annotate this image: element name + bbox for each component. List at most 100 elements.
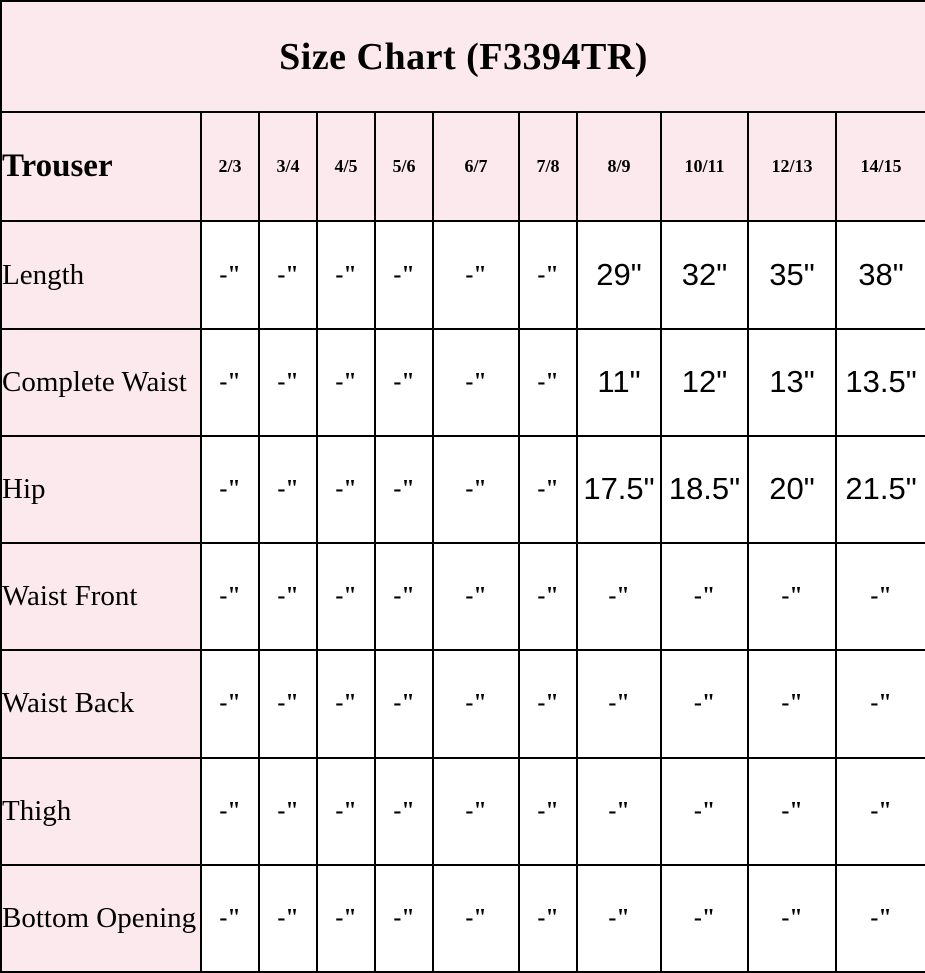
size-cell: -" <box>316 542 376 652</box>
size-cell: 17.5" <box>576 434 662 545</box>
size-cell: -" <box>258 542 318 652</box>
size-cell: -" <box>374 220 434 330</box>
size-cell: -" <box>258 863 318 973</box>
size-cell: -" <box>200 756 260 866</box>
size-cell: -" <box>660 863 749 973</box>
size-cell: -" <box>576 756 662 866</box>
row-label-length: Length <box>0 220 202 330</box>
size-cell: -" <box>432 220 520 330</box>
header-size-4-5: 4/5 <box>316 111 376 223</box>
header-size-2-3: 2/3 <box>200 111 260 223</box>
size-cell: -" <box>200 327 260 437</box>
size-cell: -" <box>834 756 925 866</box>
header-trouser: Trouser <box>0 111 202 223</box>
size-cell: -" <box>432 434 520 545</box>
size-cell: 13.5" <box>834 327 925 437</box>
size-cell: -" <box>316 220 376 330</box>
table-row-complete-waist: Complete Waist -" -" -" -" -" -" 11" 12"… <box>0 327 925 437</box>
size-cell: -" <box>432 649 520 759</box>
size-cell: -" <box>200 863 260 973</box>
table-row-hip: Hip -" -" -" -" -" -" 17.5" 18.5" 20" 21… <box>0 434 925 545</box>
size-cell: -" <box>432 327 520 437</box>
size-cell: -" <box>834 542 925 652</box>
size-cell: -" <box>834 863 925 973</box>
size-cell: -" <box>200 542 260 652</box>
size-cell: -" <box>518 327 578 437</box>
size-cell: 38" <box>834 220 925 330</box>
table-row-bottom-opening: Bottom Opening -" -" -" -" -" -" -" -" -… <box>0 863 925 973</box>
size-cell: 32" <box>660 220 749 330</box>
header-size-10-11: 10/11 <box>660 111 749 223</box>
table-row-waist-back: Waist Back -" -" -" -" -" -" -" -" -" -" <box>0 649 925 759</box>
page-title: Size Chart (F3394TR) <box>0 0 925 114</box>
title-row: Size Chart (F3394TR) <box>0 0 925 114</box>
size-cell: -" <box>200 434 260 545</box>
header-size-12-13: 12/13 <box>747 111 837 223</box>
size-cell: 18.5" <box>660 434 749 545</box>
size-cell: -" <box>660 649 749 759</box>
size-cell: -" <box>200 220 260 330</box>
size-cell: 13" <box>747 327 837 437</box>
size-cell: -" <box>374 649 434 759</box>
size-cell: 12" <box>660 327 749 437</box>
size-cell: -" <box>316 863 376 973</box>
table-row-thigh: Thigh -" -" -" -" -" -" -" -" -" -" <box>0 756 925 866</box>
size-cell: -" <box>518 756 578 866</box>
size-cell: -" <box>576 649 662 759</box>
size-cell: -" <box>258 649 318 759</box>
size-cell: -" <box>432 756 520 866</box>
table-row-length: Length -" -" -" -" -" -" 29" 32" 35" 38" <box>0 220 925 330</box>
size-cell: -" <box>258 220 318 330</box>
size-cell: -" <box>660 542 749 652</box>
size-cell: -" <box>374 434 434 545</box>
header-row: Trouser 2/3 3/4 4/5 5/6 6/7 7/8 8/9 10/1… <box>0 111 925 223</box>
header-size-5-6: 5/6 <box>374 111 434 223</box>
size-cell: -" <box>747 863 837 973</box>
header-size-14-15: 14/15 <box>834 111 925 223</box>
size-cell: -" <box>518 220 578 330</box>
size-cell: -" <box>432 863 520 973</box>
size-cell: 35" <box>747 220 837 330</box>
size-cell: -" <box>258 756 318 866</box>
size-cell: -" <box>374 756 434 866</box>
size-cell: 29" <box>576 220 662 330</box>
table-row-waist-front: Waist Front -" -" -" -" -" -" -" -" -" -… <box>0 542 925 652</box>
header-size-8-9: 8/9 <box>576 111 662 223</box>
size-cell: -" <box>316 434 376 545</box>
size-cell: -" <box>432 542 520 652</box>
row-label-thigh: Thigh <box>0 756 202 866</box>
row-label-hip: Hip <box>0 434 202 545</box>
size-cell: -" <box>518 434 578 545</box>
size-cell: -" <box>374 542 434 652</box>
row-label-waist-front: Waist Front <box>0 542 202 652</box>
size-cell: -" <box>576 542 662 652</box>
size-cell: -" <box>660 756 749 866</box>
header-size-7-8: 7/8 <box>518 111 578 223</box>
size-cell: -" <box>747 756 837 866</box>
size-cell: -" <box>747 649 837 759</box>
header-size-3-4: 3/4 <box>258 111 318 223</box>
size-cell: -" <box>200 649 260 759</box>
size-cell: -" <box>576 863 662 973</box>
size-cell: -" <box>374 863 434 973</box>
size-cell: -" <box>518 542 578 652</box>
size-cell: -" <box>747 542 837 652</box>
row-label-complete-waist: Complete Waist <box>0 327 202 437</box>
size-cell: -" <box>258 434 318 545</box>
size-cell: -" <box>316 756 376 866</box>
size-cell: -" <box>258 327 318 437</box>
size-cell: -" <box>518 863 578 973</box>
row-label-waist-back: Waist Back <box>0 649 202 759</box>
size-cell: -" <box>518 649 578 759</box>
size-cell: 21.5" <box>834 434 925 545</box>
size-cell: -" <box>316 649 376 759</box>
size-cell: 20" <box>747 434 837 545</box>
size-cell: -" <box>316 327 376 437</box>
row-label-bottom-opening: Bottom Opening <box>0 863 202 973</box>
size-cell: -" <box>834 649 925 759</box>
size-cell: -" <box>374 327 434 437</box>
size-cell: 11" <box>576 327 662 437</box>
header-size-6-7: 6/7 <box>432 111 520 223</box>
